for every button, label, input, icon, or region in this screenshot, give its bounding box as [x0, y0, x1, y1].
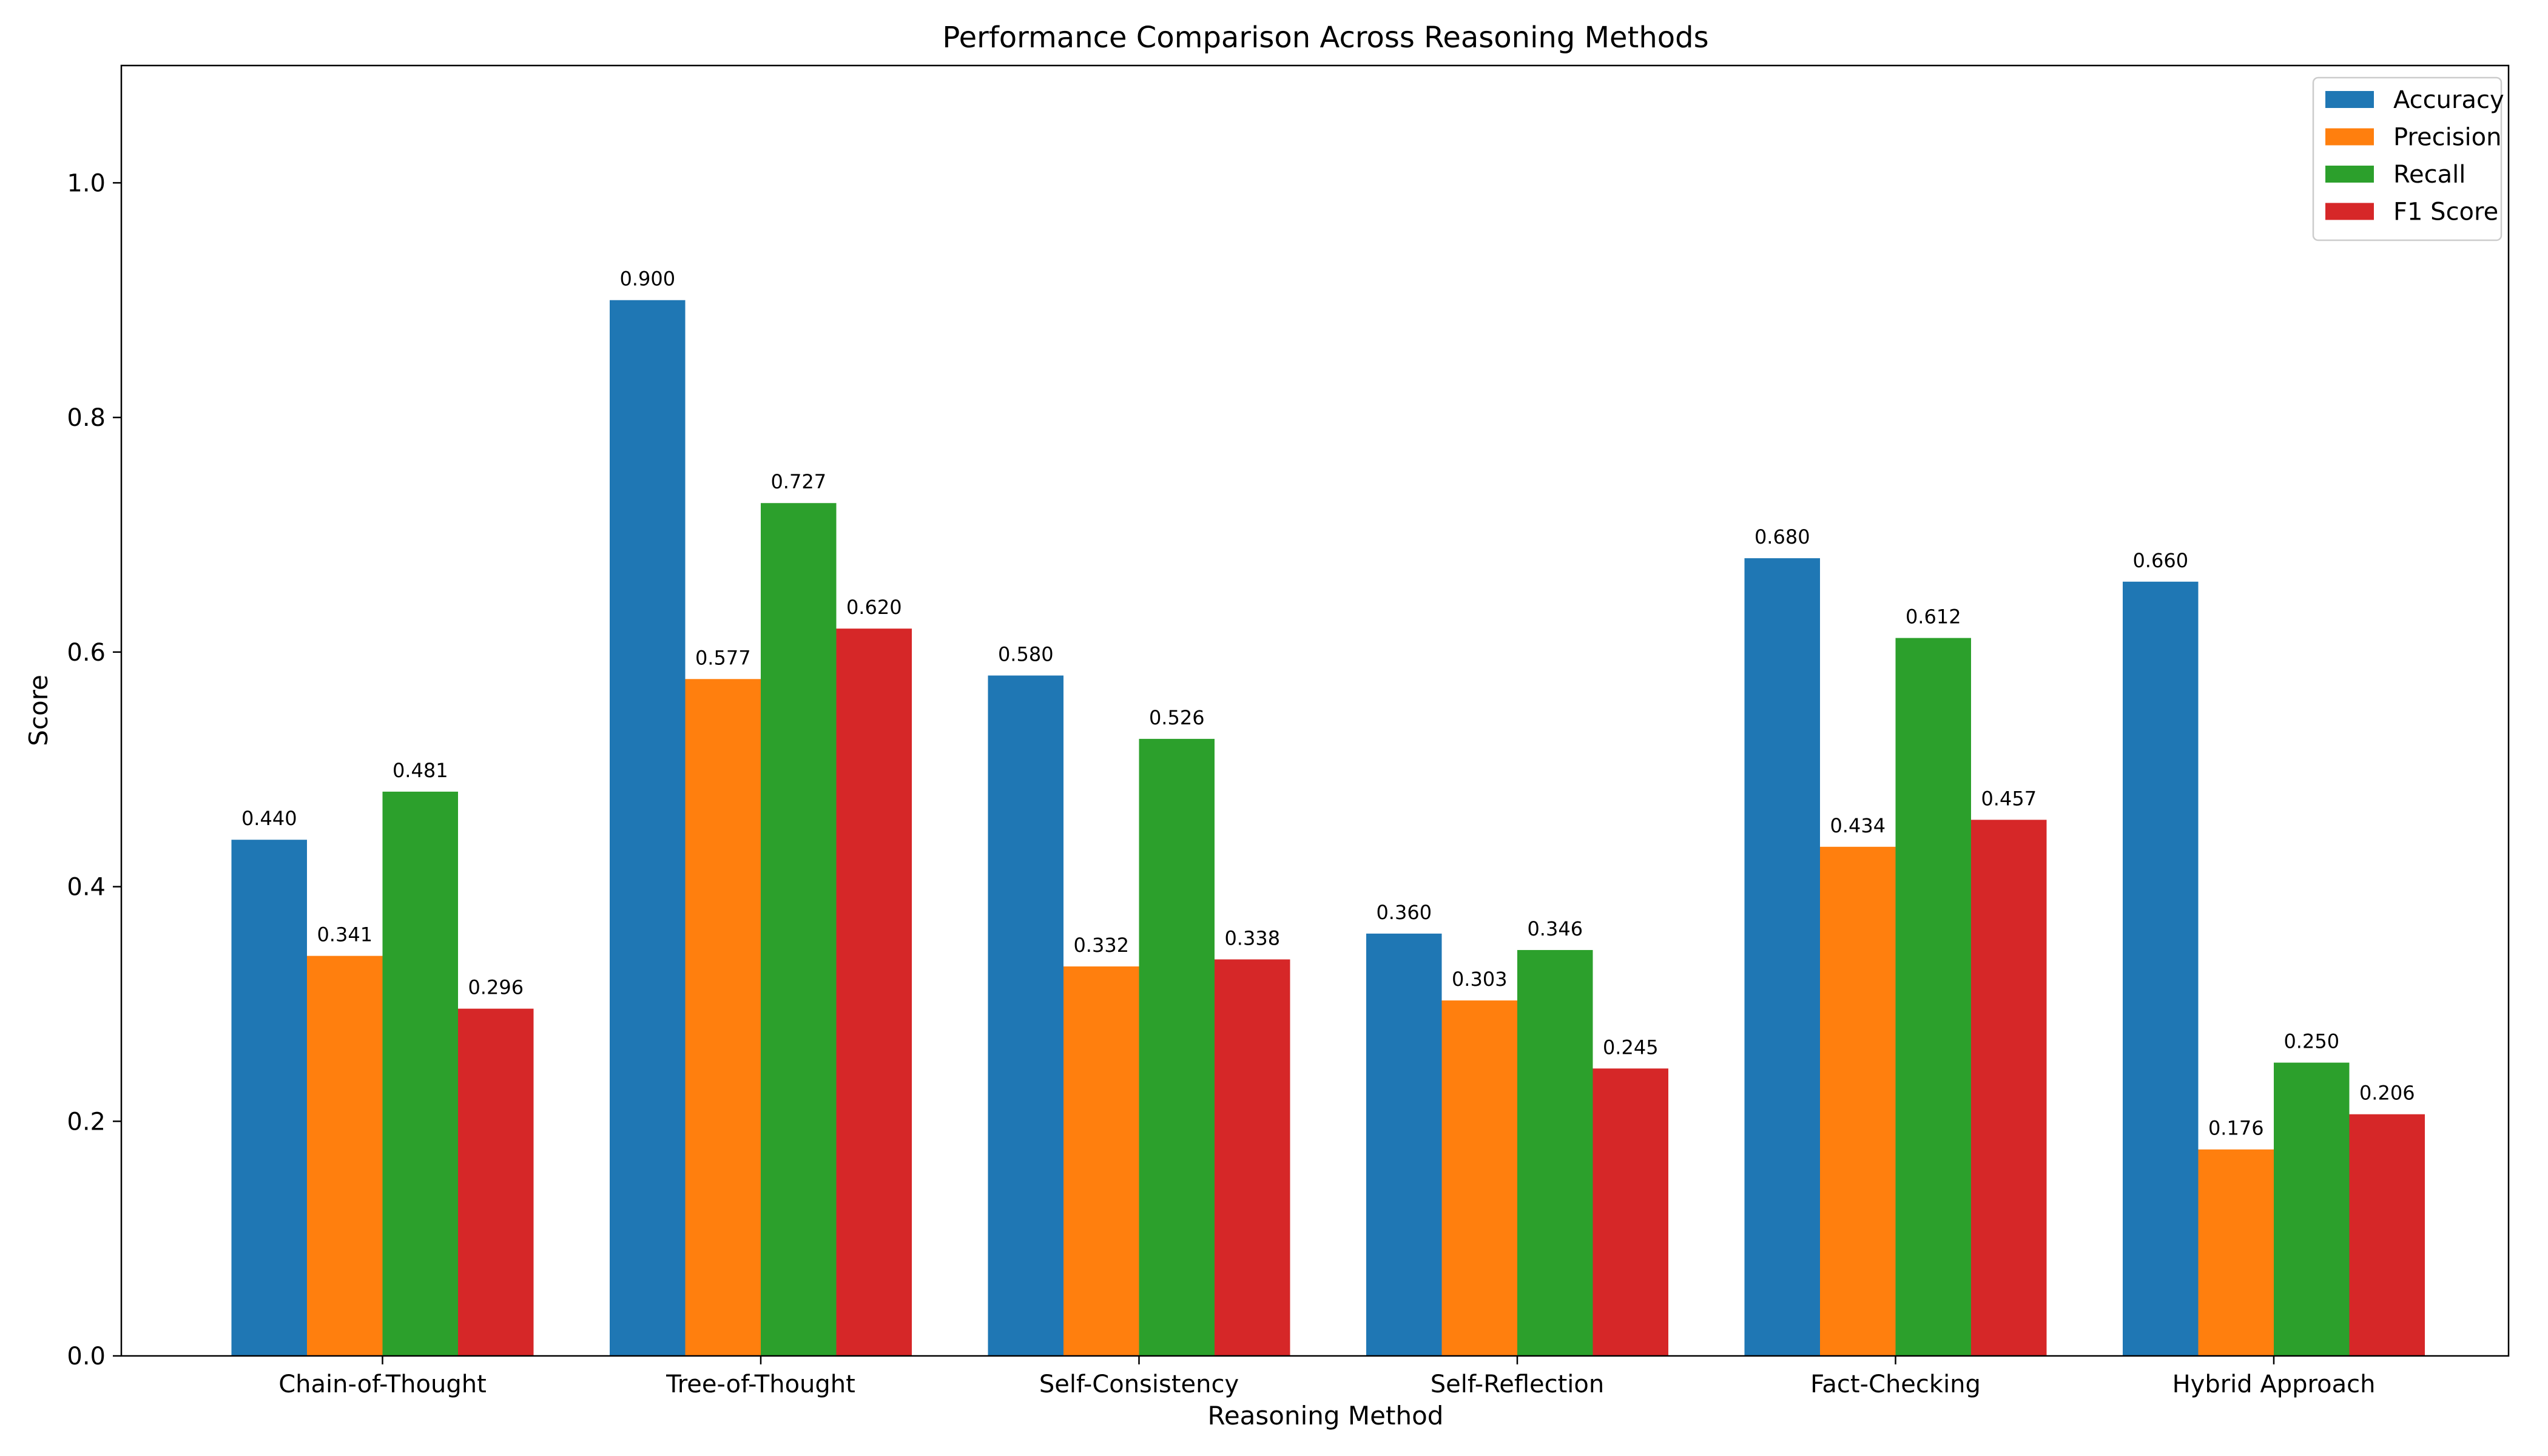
value-label-accuracy-chain-of-thought: 0.440 [241, 807, 297, 830]
x-tick-label-hybrid-approach: Hybrid Approach [2172, 1370, 2376, 1398]
legend-label-recall: Recall [2393, 161, 2465, 189]
bar-accuracy-fact-checking [1744, 558, 1820, 1357]
value-label-f1-score-tree-of-thought: 0.620 [846, 596, 902, 619]
value-label-precision-chain-of-thought: 0.341 [317, 923, 372, 946]
bar-f1-score-fact-checking [1971, 820, 2047, 1356]
legend-label-accuracy: Accuracy [2393, 86, 2504, 114]
value-label-f1-score-fact-checking: 0.457 [1981, 787, 2037, 810]
y-tick-label: 0.4 [67, 874, 106, 902]
bar-precision-chain-of-thought [307, 956, 383, 1356]
y-tick-label: 1.0 [67, 169, 106, 197]
bar-precision-hybrid-approach [2198, 1149, 2274, 1356]
value-label-accuracy-fact-checking: 0.680 [1754, 525, 1810, 548]
bar-f1-score-hybrid-approach [2349, 1114, 2425, 1356]
value-label-accuracy-tree-of-thought: 0.900 [619, 268, 675, 291]
value-label-f1-score-self-reflection: 0.245 [1603, 1036, 1659, 1059]
legend-swatch-f1-score [2325, 203, 2374, 220]
value-label-precision-fact-checking: 0.434 [1830, 814, 1886, 837]
y-tick-label: 0.0 [67, 1343, 106, 1370]
value-label-f1-score-chain-of-thought: 0.296 [468, 976, 524, 999]
bar-accuracy-hybrid-approach [2123, 581, 2199, 1356]
bar-recall-fact-checking [1895, 638, 1971, 1356]
y-tick-label: 0.8 [67, 404, 106, 432]
bar-precision-fact-checking [1820, 846, 1896, 1356]
bar-recall-self-reflection [1517, 949, 1593, 1356]
value-label-recall-hybrid-approach: 0.250 [2283, 1030, 2339, 1053]
value-label-f1-score-hybrid-approach: 0.206 [2359, 1082, 2415, 1105]
bar-accuracy-tree-of-thought [610, 300, 686, 1356]
bar-f1-score-self-reflection [1592, 1068, 1668, 1356]
bar-f1-score-tree-of-thought [836, 629, 912, 1356]
y-tick-label: 0.6 [67, 639, 106, 667]
bar-recall-tree-of-thought [761, 503, 837, 1356]
bar-recall-hybrid-approach [2274, 1062, 2350, 1356]
bar-accuracy-chain-of-thought [231, 840, 307, 1356]
value-label-precision-hybrid-approach: 0.176 [2208, 1117, 2264, 1140]
legend-swatch-recall [2325, 166, 2374, 183]
x-tick-label-tree-of-thought: Tree-of-Thought [666, 1370, 855, 1398]
value-label-recall-self-consistency: 0.526 [1149, 706, 1205, 729]
x-axis: Chain-of-Thought Tree-of-Thought Self-Cons… [278, 1356, 2375, 1398]
legend: Accuracy Precision Recall F1 Score [2312, 76, 2504, 241]
value-label-accuracy-hybrid-approach: 0.660 [2132, 549, 2188, 572]
value-label-recall-fact-checking: 0.612 [1906, 605, 1961, 629]
legend-swatch-precision [2325, 128, 2374, 146]
y-axis-label: Score [24, 675, 53, 746]
x-tick-label-chain-of-thought: Chain-of-Thought [278, 1370, 487, 1398]
legend-swatch-accuracy [2325, 91, 2374, 108]
legend-label-f1-score: F1 Score [2393, 198, 2498, 226]
x-tick-label-self-reflection: Self-Reflection [1431, 1370, 1604, 1398]
value-label-precision-self-reflection: 0.303 [1452, 968, 1508, 991]
bar-precision-tree-of-thought [685, 679, 761, 1356]
x-axis-label: Reasoning Method [1208, 1401, 1444, 1431]
value-label-precision-tree-of-thought: 0.577 [695, 646, 751, 669]
y-tick-label: 0.2 [67, 1108, 106, 1136]
x-tick-label-self-consistency: Self-Consistency [1039, 1370, 1239, 1398]
value-label-accuracy-self-consistency: 0.580 [998, 642, 1054, 666]
bar-recall-chain-of-thought [382, 791, 458, 1356]
value-label-accuracy-self-reflection: 0.360 [1376, 901, 1432, 924]
x-tick-label-fact-checking: Fact-Checking [1810, 1370, 1981, 1398]
legend-frame [2312, 76, 2502, 241]
chart-title: Performance Comparison Across Reasoning … [942, 21, 1708, 55]
bar-recall-self-consistency [1139, 738, 1215, 1356]
legend-label-precision: Precision [2393, 124, 2501, 152]
value-label-f1-score-self-consistency: 0.338 [1224, 926, 1280, 949]
bar-f1-score-self-consistency [1215, 959, 1290, 1356]
value-label-recall-self-reflection: 0.346 [1527, 917, 1583, 940]
bar-accuracy-self-consistency [988, 675, 1063, 1356]
bar-accuracy-self-reflection [1366, 933, 1442, 1356]
value-label-recall-tree-of-thought: 0.727 [770, 470, 826, 493]
bars-layer [231, 300, 2425, 1357]
y-axis: 0.0 0.2 0.4 0.6 0.8 1.0 [67, 169, 121, 1370]
plot-frame [120, 64, 2510, 1357]
value-label-recall-chain-of-thought: 0.481 [393, 759, 448, 782]
bar-f1-score-chain-of-thought [458, 1008, 534, 1356]
bar-precision-self-reflection [1441, 1000, 1517, 1356]
value-labels-layer: 0.440 0.341 0.481 0.296 0.900 0.577 0.727 0.620… [241, 268, 2415, 1140]
value-label-precision-self-consistency: 0.332 [1073, 934, 1129, 957]
bar-precision-self-consistency [1063, 966, 1139, 1356]
